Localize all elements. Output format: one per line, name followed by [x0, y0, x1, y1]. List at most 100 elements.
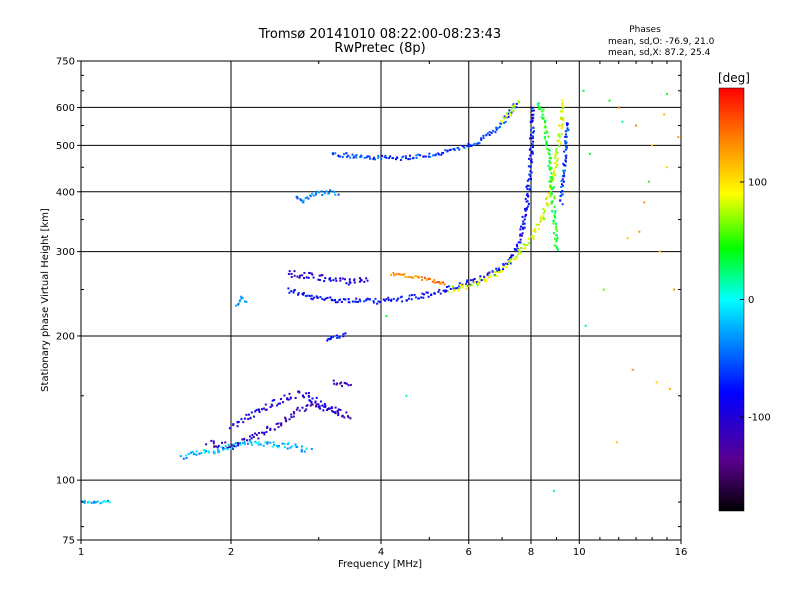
- echo-point: [277, 446, 280, 449]
- chart-title: Tromsø 20141010 08:22:00-08:23:43: [258, 27, 501, 42]
- echo-point: [515, 256, 518, 259]
- echo-point: [476, 142, 479, 145]
- echo-point: [559, 117, 562, 120]
- echo-point: [336, 301, 339, 304]
- echo-point: [281, 442, 284, 445]
- echo-point: [325, 190, 328, 193]
- echo-point: [465, 284, 468, 287]
- echo-point: [304, 197, 307, 200]
- echo-point: [243, 440, 246, 443]
- echo-point: [324, 406, 327, 409]
- echo-point: [621, 120, 624, 123]
- echo-point: [235, 304, 238, 307]
- echo-point: [492, 129, 495, 132]
- echo-point: [311, 192, 314, 195]
- echo-point: [545, 143, 548, 146]
- echo-point: [553, 197, 556, 200]
- echo-point: [522, 243, 525, 246]
- echo-point: [271, 445, 274, 448]
- echo-point: [539, 108, 542, 111]
- echo-point: [326, 407, 329, 410]
- echo-point: [566, 146, 569, 149]
- echo-point: [532, 113, 535, 116]
- echo-point: [525, 208, 528, 211]
- echo-point: [412, 276, 415, 279]
- echo-point: [185, 457, 188, 460]
- echo-point: [258, 411, 261, 414]
- echo-point: [524, 208, 527, 211]
- echo-point: [465, 280, 468, 283]
- echo-point: [234, 445, 237, 448]
- echo-point: [561, 178, 564, 181]
- echo-point: [442, 152, 445, 155]
- echo-point: [532, 229, 535, 232]
- echo-point: [458, 285, 461, 288]
- echo-point: [343, 153, 346, 156]
- echo-point: [286, 447, 289, 450]
- echo-point: [334, 301, 337, 304]
- echo-point: [306, 196, 309, 199]
- echo-point: [503, 117, 506, 120]
- echo-point: [298, 276, 301, 279]
- echo-point: [334, 298, 337, 301]
- echo-point: [378, 301, 381, 304]
- echo-point: [337, 411, 340, 414]
- echo-point: [232, 424, 235, 427]
- echo-point: [407, 297, 410, 300]
- echo-point: [205, 450, 208, 453]
- echo-point: [437, 152, 440, 155]
- echo-point: [532, 237, 535, 240]
- echo-point: [449, 148, 452, 151]
- echo-point: [567, 129, 570, 132]
- echo-point: [358, 277, 361, 280]
- x-tick-label: 16: [675, 547, 688, 558]
- echo-point: [498, 268, 501, 271]
- echo-point: [242, 421, 245, 424]
- echo-point: [363, 156, 366, 159]
- colorbar-tick-label: 100: [748, 178, 767, 189]
- echo-point: [555, 238, 558, 241]
- echo-point: [198, 452, 201, 455]
- echo-point: [275, 423, 278, 426]
- echo-point: [482, 137, 485, 140]
- echo-point: [556, 157, 559, 160]
- echo-point: [453, 288, 456, 291]
- echo-point: [486, 273, 489, 276]
- echo-point: [283, 443, 286, 446]
- echo-point: [374, 158, 377, 161]
- echo-point: [544, 121, 547, 124]
- echo-point: [513, 247, 516, 250]
- echo-point: [494, 131, 497, 134]
- echo-point: [388, 157, 391, 160]
- echo-point: [505, 112, 508, 115]
- echo-point: [469, 283, 472, 286]
- echo-point: [247, 418, 250, 421]
- echo-point: [498, 271, 501, 274]
- echo-point: [340, 381, 343, 384]
- echo-point: [562, 118, 565, 121]
- echo-point: [504, 262, 507, 265]
- echo-point: [476, 284, 479, 287]
- echo-point: [341, 155, 344, 158]
- echo-point: [210, 439, 213, 442]
- echo-point: [195, 450, 198, 453]
- echo-point: [270, 403, 273, 406]
- echo-point: [465, 283, 468, 286]
- echo-point: [542, 108, 545, 111]
- echo-point: [497, 127, 500, 130]
- echo-point: [539, 219, 542, 222]
- echo-point: [308, 395, 311, 398]
- echo-point: [352, 156, 355, 159]
- echo-point: [295, 408, 298, 411]
- echo-point: [187, 452, 190, 455]
- echo-point: [258, 409, 261, 412]
- echo-point: [203, 451, 206, 454]
- echo-point: [248, 439, 251, 442]
- echo-point: [333, 382, 336, 385]
- echo-point: [321, 297, 324, 300]
- echo-point: [501, 121, 504, 124]
- echo-point: [513, 104, 516, 107]
- echo-point: [343, 416, 346, 419]
- y-tick-label: 200: [56, 331, 75, 342]
- echo-point: [666, 166, 669, 169]
